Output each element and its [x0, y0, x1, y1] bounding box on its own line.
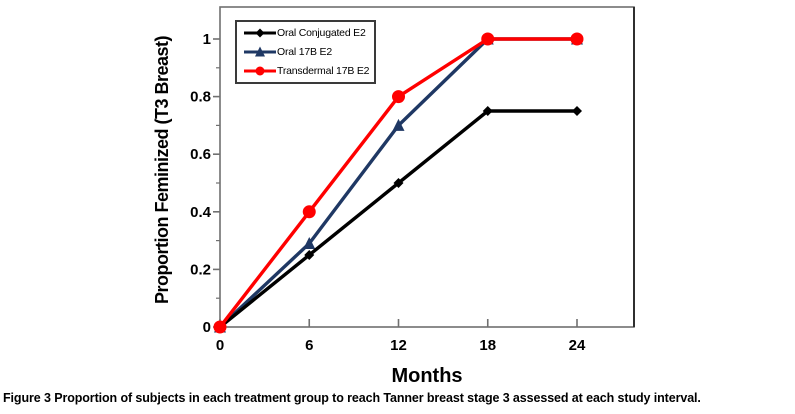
data-point-diamond	[255, 28, 265, 38]
legend-sample-line	[244, 28, 276, 38]
caption-text: Proportion of subjects in each treatment…	[50, 391, 701, 405]
legend-marker-diamond-icon	[243, 25, 277, 41]
y-tick-label: 1	[203, 31, 211, 48]
x-axis-title: Months	[391, 365, 462, 387]
x-tick-label: 0	[216, 337, 224, 354]
series-oral-conjugated-e2	[215, 106, 582, 332]
data-point-circle	[213, 320, 227, 334]
data-point-triangle	[255, 46, 265, 57]
y-tick-label: 0	[203, 319, 211, 336]
line-chart: 0 0.2 0.4 0.6 0.8 1 0 6 12 18 24 Proportion Femini…	[152, 6, 635, 387]
y-axis-title: Proportion Feminized (T3 Breast)	[152, 35, 172, 304]
figure-caption: Figure 3 Proportion of subjects in each …	[3, 391, 793, 405]
legend-item-oral-conjugated-e2: Oral Conjugated E2	[243, 24, 374, 42]
series-transdermal-17b-e2	[213, 32, 584, 334]
legend-label: Oral 17B E2	[277, 45, 332, 58]
legend-marker-circle-icon	[243, 63, 277, 79]
x-tick-label: 18	[479, 337, 496, 354]
x-tick-label: 12	[390, 337, 407, 354]
data-point-circle	[570, 32, 584, 46]
data-point-diamond	[482, 106, 493, 116]
data-point-diamond	[572, 106, 582, 116]
y-tick-label: 0.6	[190, 146, 211, 163]
data-point-diamond	[304, 250, 315, 260]
data-point-circle	[392, 90, 405, 104]
y-tick-label: 0.8	[190, 89, 211, 106]
data-point-circle	[255, 66, 265, 76]
data-point-circle	[481, 32, 495, 46]
x-tick-label: 24	[569, 337, 586, 354]
y-tick-label: 0.2	[190, 261, 211, 278]
figure-label: Figure 3	[3, 391, 51, 405]
x-tick-label: 6	[305, 337, 313, 354]
legend-sample-line	[244, 66, 276, 76]
legend-label: Transdermal 17B E2	[277, 64, 370, 77]
data-point-triangle	[303, 236, 316, 249]
data-point-triangle	[392, 118, 405, 131]
legend-label: Oral Conjugated E2	[277, 27, 366, 40]
data-point-circle	[302, 205, 316, 219]
legend-sample-line	[244, 46, 276, 57]
chart-legend: Oral Conjugated E2 Oral 17B E2 Transderm…	[235, 20, 376, 84]
data-point-diamond	[393, 178, 404, 188]
legend-item-transdermal-17b-e2: Transdermal 17B E2	[243, 62, 374, 80]
series-line-oral-conjugated-e2	[218, 109, 579, 329]
legend-item-oral-17b-e2: Oral 17B E2	[243, 43, 374, 61]
y-tick-label: 0.4	[190, 204, 212, 221]
legend-marker-triangle-icon	[243, 44, 277, 60]
